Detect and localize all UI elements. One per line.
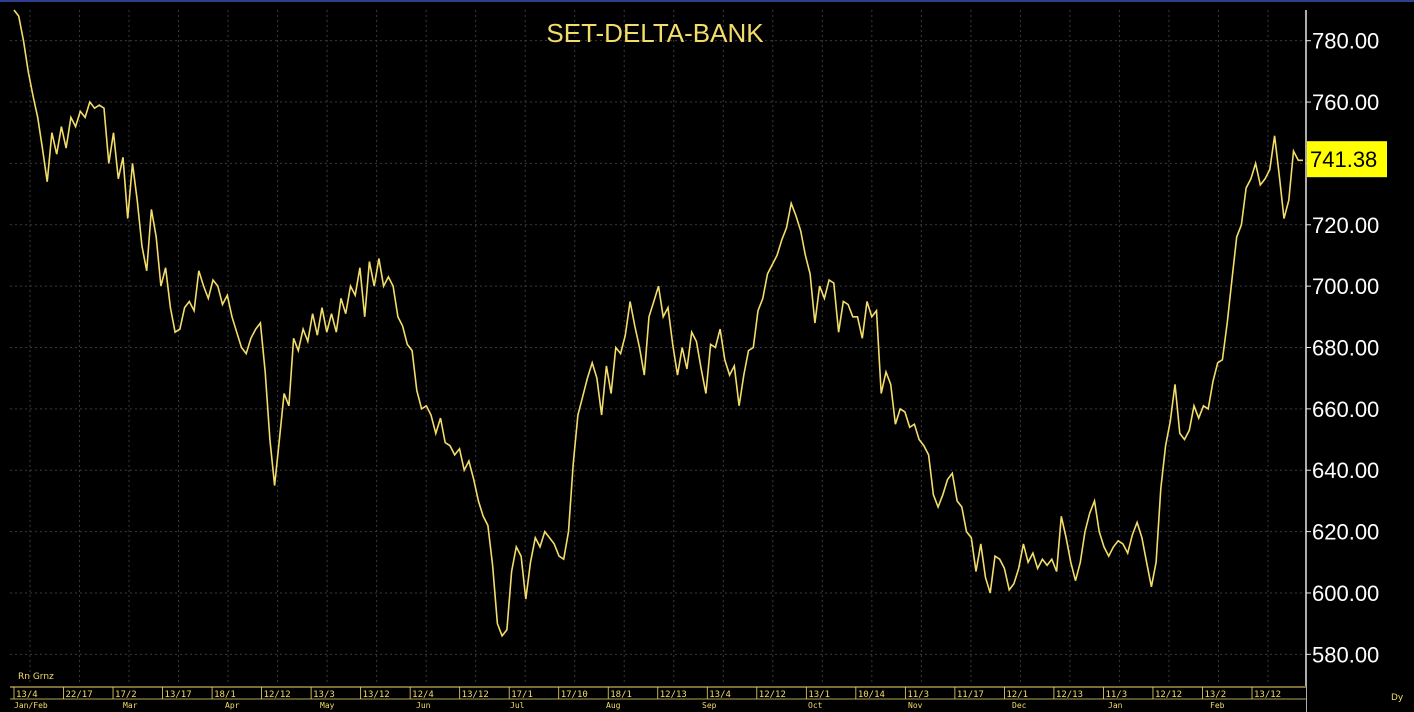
x-tick-label: 13/12 [1254,690,1281,700]
x-tick-label: 11/3 [1105,690,1127,700]
x-tick-label: 11/17 [957,690,984,700]
x-tick-label: 11/3 [907,690,929,700]
last-value-label: 741.38 [1310,147,1377,172]
x-month-label: Nov [908,701,923,710]
x-month-label: Dec [1012,701,1027,710]
x-tick-label: 13/12 [462,690,489,700]
x-month-label: Sep [702,701,717,710]
x-tick-label: 17/1 [511,690,533,700]
x-tick-label: 10/14 [858,690,885,700]
y-tick-label: 640.00 [1312,458,1379,483]
x-tick-label: 17/2 [115,690,137,700]
y-tick-label: 620.00 [1312,520,1379,545]
x-tick-label: 13/2 [1204,690,1226,700]
y-tick-label: 600.00 [1312,581,1379,606]
grid-lines [10,10,1306,685]
x-tick-label: 13/1 [808,690,830,700]
x-month-label: Jan/Feb [14,701,48,710]
x-month-label: Jul [510,701,525,710]
x-tick-label: 13/4 [16,690,38,700]
x-tick-label: 12/12 [1155,690,1182,700]
x-month-label: Mar [123,701,138,710]
corner-label: Rn Grnz [18,672,54,682]
y-axis-ticks: 580.00 600.00 620.00 640.00 660.00 680.00 700.… [1306,29,1379,667]
x-tick-label: 12/4 [412,690,434,700]
x-month-label: Jan [1108,701,1123,710]
x-tick-label: 12/12 [264,690,291,700]
x-month-label: Aug [606,701,621,710]
x-tick-label: 13/4 [709,690,731,700]
x-tick-label: 18/1 [610,690,632,700]
last-value-badge: 741.38 [1307,141,1387,178]
y-tick-label: 680.00 [1312,336,1379,361]
x-tick-label: 17/10 [561,690,588,700]
x-tick-label: 13/17 [165,690,192,700]
x-tick-label: 13/12 [363,690,390,700]
x-tick-label: 12/13 [660,690,687,700]
x-tick-label: 22/17 [66,690,93,700]
x-month-label: May [320,701,335,710]
y-tick-label: 780.00 [1312,29,1379,54]
series-line [13,9,1303,638]
x-tick-label: 12/1 [1006,690,1028,700]
x-month-label: Jun [416,701,431,710]
y-tick-label: 760.00 [1312,90,1379,115]
x-tick-label: 12/13 [1056,690,1083,700]
x-tick-label: 18/1 [214,690,236,700]
x-month-label: Apr [225,701,240,710]
x-month-label: Feb [1210,701,1225,710]
y-tick-label: 580.00 [1312,642,1379,667]
y-tick-label: 700.00 [1312,274,1379,299]
x-tick-label: 12/12 [759,690,786,700]
chart-title: SET-DELTA-BANK [546,18,764,48]
periodicity-label: Dy [1391,693,1404,703]
x-month-label: Oct [808,701,823,710]
x-axis: 13/4 22/17 17/2 13/17 18/1 12/12 13/3 13/12 12/4… [10,686,1306,712]
y-tick-label: 720.00 [1312,213,1379,238]
x-tick-label: 13/3 [313,690,335,700]
last-value-badge-box [1307,141,1387,178]
y-tick-label: 660.00 [1312,397,1379,422]
